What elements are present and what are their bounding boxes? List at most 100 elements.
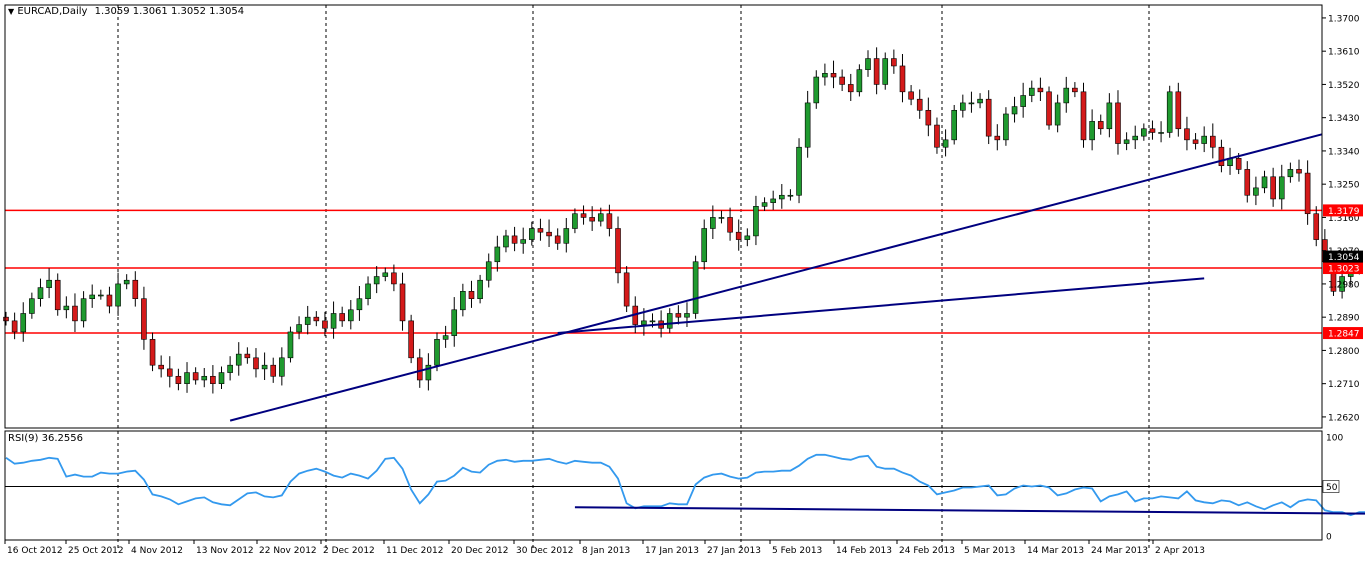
bullish-candle: [1090, 121, 1095, 139]
bullish-candle: [1262, 177, 1267, 188]
bullish-candle: [1253, 188, 1258, 195]
bearish-candle: [1115, 103, 1120, 144]
level-price-tag-label: 1.3179: [1328, 207, 1360, 217]
bullish-candle: [1279, 177, 1284, 199]
rsi-panel-frame: [5, 431, 1322, 540]
bullish-candle: [383, 273, 388, 277]
bearish-candle: [986, 99, 991, 136]
price-tick-label: 1.3430: [1328, 114, 1360, 124]
price-tick-label: 1.3700: [1328, 14, 1360, 24]
symbol-label: EURCAD,Daily: [17, 6, 87, 17]
bearish-candle: [676, 313, 681, 317]
bearish-candle: [210, 376, 215, 383]
rsi-layer: [5, 455, 1365, 515]
price-tick-label: 1.3250: [1328, 181, 1360, 191]
bullish-candle: [478, 280, 483, 298]
bullish-candle: [305, 317, 310, 324]
bullish-candle: [857, 70, 862, 92]
grid-layer: [118, 5, 1149, 548]
bearish-candle: [874, 59, 879, 85]
date-tick-label: 30 Dec 2012: [516, 546, 574, 556]
bullish-candle: [1064, 88, 1069, 103]
bullish-candle: [98, 295, 103, 296]
bearish-candle: [616, 229, 621, 273]
bullish-candle: [64, 306, 69, 310]
bearish-candle: [417, 358, 422, 380]
bearish-candle: [159, 365, 164, 369]
bullish-candle: [1029, 88, 1034, 95]
date-tick-label: 2 Dec 2012: [323, 546, 375, 556]
bullish-candle: [1107, 103, 1112, 129]
bearish-candle: [1236, 158, 1241, 169]
bullish-candle: [357, 299, 362, 310]
bearish-candle: [271, 365, 276, 376]
collapse-triangle-icon[interactable]: ▼: [8, 7, 14, 16]
bearish-candle: [1081, 92, 1086, 140]
bullish-candle: [503, 236, 508, 247]
date-tick-label: 11 Dec 2012: [386, 546, 444, 556]
bullish-candle: [495, 247, 500, 262]
date-tick-label: 5 Feb 2013: [772, 546, 822, 556]
bullish-candle: [47, 280, 52, 287]
bearish-candle: [1150, 129, 1155, 133]
price-tick-label: 1.2980: [1328, 280, 1360, 290]
current-price-tag-label: 1.3054: [1328, 253, 1360, 263]
bearish-candle: [1184, 129, 1189, 140]
bullish-candle: [366, 284, 371, 299]
bullish-candle: [1159, 132, 1164, 133]
bullish-candle: [822, 73, 827, 77]
bullish-candle: [719, 217, 724, 218]
bearish-candle: [12, 321, 17, 332]
bullish-candle: [779, 195, 784, 199]
bullish-candle: [969, 103, 974, 104]
bullish-candle: [81, 299, 86, 321]
bullish-candle: [1124, 140, 1129, 144]
bullish-candle: [641, 321, 646, 325]
bullish-candle: [124, 280, 129, 284]
bullish-candle: [452, 310, 457, 336]
bearish-candle: [900, 66, 905, 92]
bullish-candle: [866, 59, 871, 70]
bearish-candle: [736, 232, 741, 239]
bullish-candle: [1012, 107, 1017, 114]
bullish-candle: [116, 284, 121, 306]
bearish-candle: [1219, 147, 1224, 165]
bearish-candle: [409, 321, 414, 358]
date-tick-label: 4 Nov 2012: [131, 546, 183, 556]
lower-trendline: [558, 278, 1205, 333]
rsi-label: RSI(9) 36.2556: [8, 433, 83, 444]
bearish-candle: [831, 73, 836, 77]
bearish-candle: [1047, 92, 1052, 125]
bearish-candle: [1245, 169, 1250, 195]
date-tick-label: 16 Oct 2012: [7, 546, 63, 556]
bearish-candle: [840, 77, 845, 84]
bearish-candle: [1176, 92, 1181, 129]
date-tick-label: 24 Feb 2013: [899, 546, 955, 556]
bearish-candle: [469, 291, 474, 298]
bullish-candle: [202, 376, 207, 380]
bullish-candle: [1288, 169, 1293, 176]
bearish-candle: [176, 376, 181, 383]
price-tick-label: 1.3610: [1328, 48, 1360, 58]
date-tick-label: 14 Feb 2013: [836, 546, 892, 556]
bearish-candle: [1297, 169, 1302, 173]
bullish-candle: [771, 199, 776, 203]
bearish-candle: [926, 110, 931, 125]
bearish-candle: [107, 295, 112, 306]
bullish-candle: [745, 236, 750, 240]
bullish-candle: [236, 354, 241, 365]
date-tick-label: 5 Mar 2013: [964, 546, 1015, 556]
bearish-candle: [590, 217, 595, 221]
bullish-candle: [572, 214, 577, 229]
main-panel-frame: [5, 5, 1322, 428]
bearish-candle: [917, 99, 922, 110]
bullish-candle: [288, 332, 293, 358]
rsi-line: [6, 455, 1365, 515]
bullish-candle: [788, 195, 793, 196]
bullish-candle: [1141, 129, 1146, 136]
bearish-candle: [340, 313, 345, 320]
bullish-candle: [38, 288, 43, 299]
date-tick-label: 24 Mar 2013: [1091, 546, 1148, 556]
date-tick-label: 2 Apr 2013: [1155, 546, 1205, 556]
